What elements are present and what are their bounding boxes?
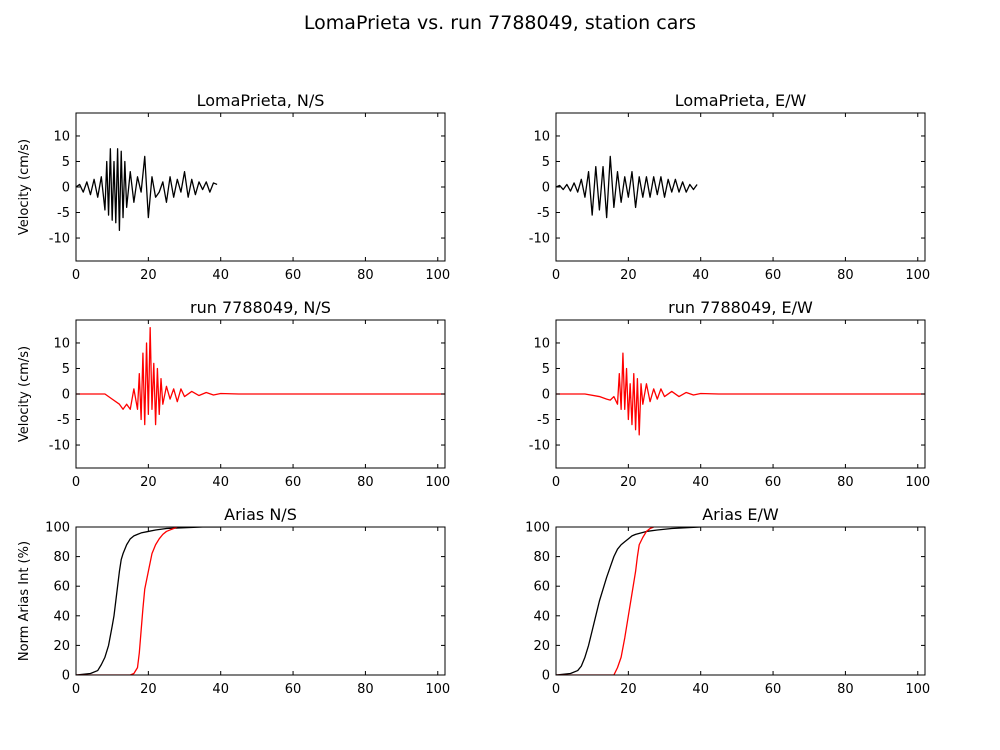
y-tick-label: -5 — [57, 206, 70, 221]
x-tick-label: 0 — [552, 268, 560, 283]
x-tick-label: 60 — [765, 475, 782, 490]
x-tick-label: 100 — [425, 682, 450, 697]
axes-sim-ew: 0 20 40 60 80 100 -10 -5 0 5 10 run 7788049, E/W — [529, 298, 930, 490]
axes-title: run 7788049, N/S — [190, 298, 331, 317]
series-line-0 — [556, 352, 925, 436]
x-tick-label: 40 — [692, 475, 709, 490]
y-tick-label: 60 — [533, 580, 550, 595]
y-tick-label: 20 — [533, 639, 550, 654]
x-tick-label: 100 — [425, 475, 450, 490]
x-tick-label: 80 — [357, 475, 374, 490]
axes-arias-ew: 0 20 40 60 80 100 0 20 40 60 80 100 Arias E/W — [525, 505, 930, 697]
series-line-1 — [556, 527, 654, 675]
x-tick-label: 60 — [285, 475, 302, 490]
x-tick-label: 80 — [837, 475, 854, 490]
y-tick-label: -5 — [57, 413, 70, 428]
y-axis-label: Velocity (cm/s) — [17, 139, 32, 235]
y-tick-label: -10 — [49, 232, 70, 247]
x-tick-label: 20 — [140, 682, 157, 697]
x-tick-label: 100 — [905, 475, 930, 490]
x-tick-label: 60 — [285, 268, 302, 283]
x-tick-label: 40 — [212, 268, 229, 283]
x-tick-label: 0 — [72, 268, 80, 283]
x-tick-label: 0 — [72, 682, 80, 697]
y-tick-label: 0 — [542, 181, 550, 196]
y-tick-label: -10 — [529, 439, 550, 454]
y-tick-label: 80 — [53, 550, 70, 565]
x-tick-label: 80 — [357, 268, 374, 283]
y-tick-label: 0 — [62, 669, 70, 684]
y-tick-label: 60 — [53, 580, 70, 595]
x-tick-label: 80 — [357, 682, 374, 697]
x-tick-label: 40 — [212, 682, 229, 697]
y-tick-label: 0 — [62, 388, 70, 403]
y-tick-label: 10 — [533, 129, 550, 144]
y-tick-label: -5 — [537, 413, 550, 428]
x-tick-label: 20 — [140, 268, 157, 283]
x-tick-label: 40 — [692, 682, 709, 697]
axes-obs-ew: 0 20 40 60 80 100 -10 -5 0 5 10 LomaPrieta, E/W — [529, 91, 930, 283]
x-tick-label: 20 — [140, 475, 157, 490]
y-tick-label: 100 — [525, 521, 550, 536]
x-tick-label: 80 — [837, 682, 854, 697]
axes-title: run 7788049, E/W — [668, 298, 813, 317]
y-tick-label: 5 — [62, 155, 70, 170]
y-tick-label: -10 — [529, 232, 550, 247]
y-axis-label: Norm Arias Int (%) — [17, 541, 32, 661]
axes-title: LomaPrieta, N/S — [197, 91, 325, 110]
y-axis-label: Velocity (cm/s) — [17, 346, 32, 442]
x-tick-label: 20 — [620, 475, 637, 490]
axes-title: Arias N/S — [224, 505, 297, 524]
series-line-0 — [556, 155, 698, 219]
x-tick-label: 20 — [620, 682, 637, 697]
y-tick-label: 0 — [542, 388, 550, 403]
y-tick-label: 5 — [542, 362, 550, 377]
x-tick-label: 40 — [692, 268, 709, 283]
y-tick-label: -5 — [537, 206, 550, 221]
axes-title: Arias E/W — [702, 505, 779, 524]
series-line-0 — [76, 527, 221, 675]
series-line-0 — [76, 148, 218, 232]
axes-frame — [75, 112, 446, 262]
y-tick-label: 20 — [53, 639, 70, 654]
axes-title: LomaPrieta, E/W — [675, 91, 807, 110]
y-tick-label: 80 — [533, 550, 550, 565]
y-tick-label: 10 — [53, 336, 70, 351]
x-tick-label: 0 — [552, 682, 560, 697]
x-tick-label: 100 — [905, 268, 930, 283]
x-tick-label: 100 — [425, 268, 450, 283]
x-tick-label: 0 — [552, 475, 560, 490]
y-tick-label: 5 — [62, 362, 70, 377]
x-tick-label: 60 — [765, 682, 782, 697]
y-tick-label: 0 — [542, 669, 550, 684]
x-tick-label: 100 — [905, 682, 930, 697]
x-tick-label: 80 — [837, 268, 854, 283]
series-line-0 — [76, 327, 445, 426]
x-tick-label: 60 — [285, 682, 302, 697]
y-tick-label: 40 — [53, 609, 70, 624]
x-tick-label: 40 — [212, 475, 229, 490]
y-tick-label: 100 — [45, 521, 70, 536]
axes-sim-ns: 0 20 40 60 80 100 -10 -5 0 5 10 run 7788049, N/S Vel… — [17, 298, 450, 490]
axes-frame — [75, 526, 446, 676]
y-tick-label: 10 — [533, 336, 550, 351]
figure-title: LomaPrieta vs. run 7788049, station cars — [304, 12, 696, 34]
axes-arias-ns: 0 20 40 60 80 100 0 20 40 60 80 100 Arias N/S Norm Ar… — [17, 505, 450, 697]
y-tick-label: 5 — [542, 155, 550, 170]
series-line-1 — [76, 527, 178, 675]
series-line-0 — [556, 527, 701, 675]
x-tick-label: 60 — [765, 268, 782, 283]
y-tick-label: 0 — [62, 181, 70, 196]
y-tick-label: 40 — [533, 609, 550, 624]
y-tick-label: 10 — [53, 129, 70, 144]
axes-obs-ns: 0 20 40 60 80 100 -10 -5 0 5 10 LomaPrieta, N/S Velo… — [17, 91, 450, 283]
x-tick-label: 0 — [72, 475, 80, 490]
y-tick-label: -10 — [49, 439, 70, 454]
x-tick-label: 20 — [620, 268, 637, 283]
axes-frame — [555, 112, 926, 262]
axes-frame — [555, 526, 926, 676]
